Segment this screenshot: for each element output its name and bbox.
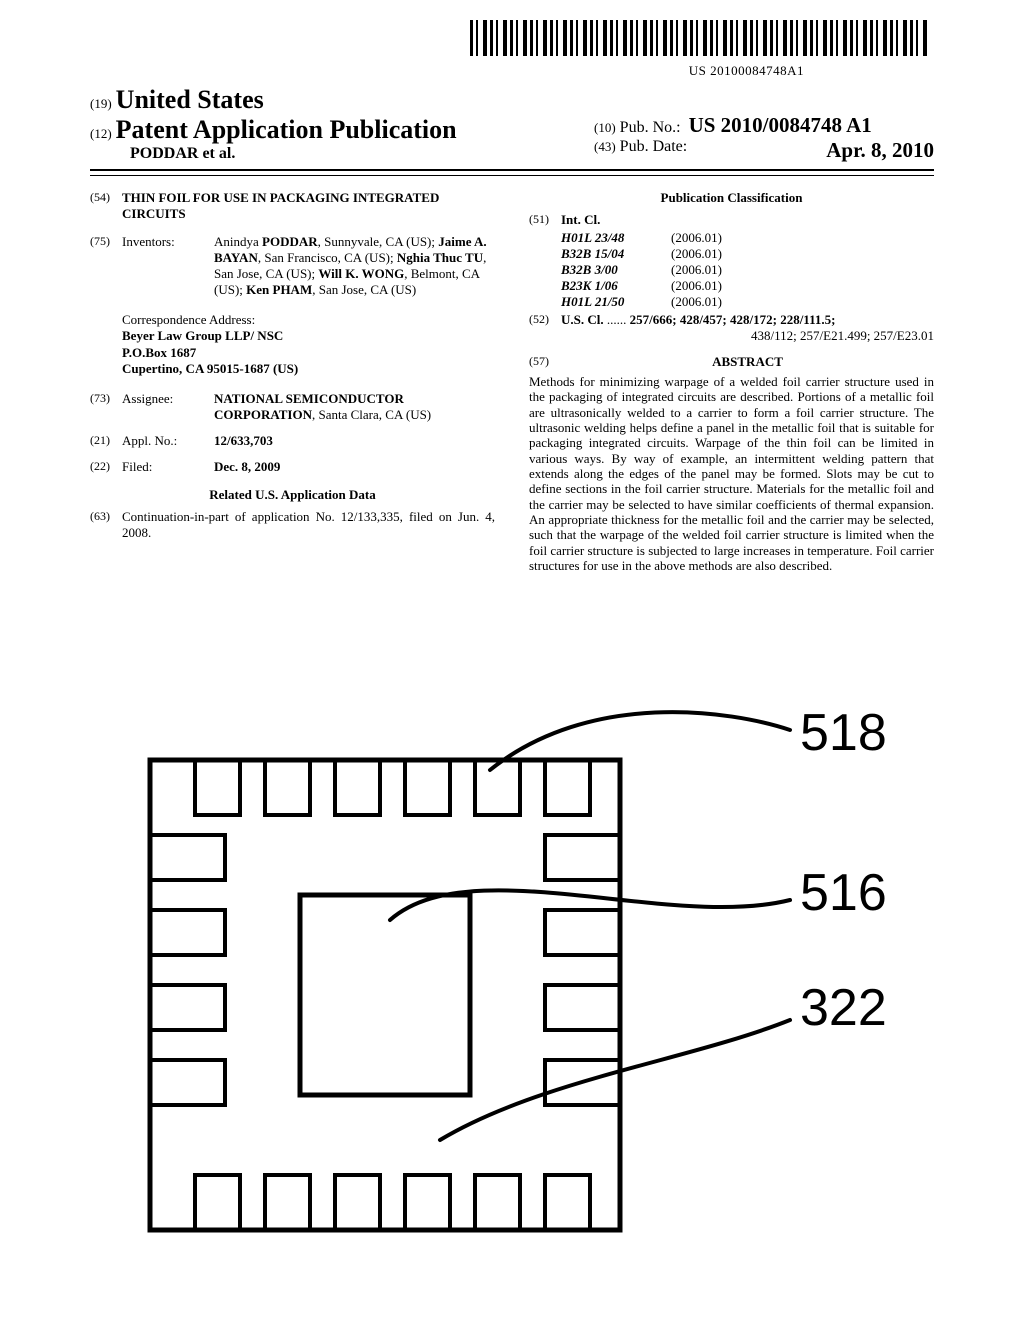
filed-text: Dec. 8, 2009 — [214, 459, 495, 475]
patent-figure: 518 516 322 — [90, 700, 934, 1260]
barcode-doc-number: US 20100084748A1 — [90, 63, 804, 79]
field-43-num: (43) — [594, 139, 616, 154]
uscl-label: U.S. Cl. — [561, 312, 604, 327]
field-12-num: (12) — [90, 126, 112, 141]
field-54-num: (54) — [90, 190, 122, 222]
intcl-row: B32B 15/04(2006.01) — [561, 246, 934, 262]
pub-no-label: Pub. No.: — [620, 119, 681, 136]
intcl-row: H01L 21/50(2006.01) — [561, 294, 934, 310]
field-52-num: (52) — [529, 312, 561, 344]
intcl-row: H01L 23/48(2006.01) — [561, 230, 934, 246]
field-57-num: (57) — [529, 354, 561, 370]
assignee-label: Assignee: — [122, 391, 214, 423]
classification-header: Publication Classification — [529, 190, 934, 206]
field-51-num: (51) — [529, 212, 561, 228]
svg-text:516: 516 — [800, 864, 887, 922]
svg-text:518: 518 — [800, 704, 887, 762]
inventors-text: Anindya PODDAR, Sunnyvale, CA (US); Jaim… — [214, 234, 495, 298]
applno-text: 12/633,703 — [214, 433, 495, 449]
field-21-num: (21) — [90, 433, 122, 449]
correspondence-line2: P.O.Box 1687 — [122, 345, 495, 361]
barcode-region: US 20100084748A1 — [90, 20, 934, 79]
field-63-num: (63) — [90, 509, 122, 541]
intcl-row: B32B 3/00(2006.01) — [561, 262, 934, 278]
uscl-dots: ...... — [604, 312, 630, 327]
intcl-row: B23K 1/06(2006.01) — [561, 278, 934, 294]
invention-title: THIN FOIL FOR USE IN PACKAGING INTEGRATE… — [122, 190, 495, 222]
svg-text:322: 322 — [800, 979, 887, 1037]
field-22-num: (22) — [90, 459, 122, 475]
applno-label: Appl. No.: — [122, 433, 214, 449]
pub-date-label: Pub. Date: — [620, 138, 688, 155]
field-19-num: (19) — [90, 96, 112, 111]
inventors-label: Inventors: — [122, 234, 214, 298]
correspondence-line1: Beyer Law Group LLP/ NSC — [122, 328, 495, 344]
intcl-label: Int. Cl. — [561, 212, 600, 228]
field-75-num: (75) — [90, 234, 122, 298]
correspondence-block: Correspondence Address: Beyer Law Group … — [122, 312, 495, 377]
abstract-label: ABSTRACT — [561, 354, 934, 370]
pub-no-value: US 2010/0084748 A1 — [689, 113, 872, 137]
publication-type: Patent Application Publication — [116, 115, 457, 144]
correspondence-line3: Cupertino, CA 95015-1687 (US) — [122, 361, 495, 377]
filed-label: Filed: — [122, 459, 214, 475]
uscl-line2: 438/112; 257/E21.499; 257/E23.01 — [561, 328, 934, 344]
related-app-header: Related U.S. Application Data — [90, 487, 495, 503]
header-rule — [90, 169, 934, 176]
related-text: Continuation-in-part of application No. … — [122, 509, 495, 541]
barcode-graphic — [470, 20, 930, 56]
assignee-text: NATIONAL SEMICONDUCTOR CORPORATION, Sant… — [214, 391, 495, 423]
pub-date-value: Apr. 8, 2010 — [826, 138, 934, 163]
abstract-text: Methods for minimizing warpage of a weld… — [529, 374, 934, 573]
author-line: PODDAR et al. — [130, 145, 457, 163]
country-title: United States — [116, 85, 264, 114]
intcl-list: H01L 23/48(2006.01)B32B 15/04(2006.01)B3… — [561, 230, 934, 310]
correspondence-label: Correspondence Address: — [122, 312, 495, 328]
uscl-line1: 257/666; 428/457; 428/172; 228/111.5; — [630, 312, 836, 327]
field-73-num: (73) — [90, 391, 122, 423]
field-10-num: (10) — [594, 120, 616, 135]
